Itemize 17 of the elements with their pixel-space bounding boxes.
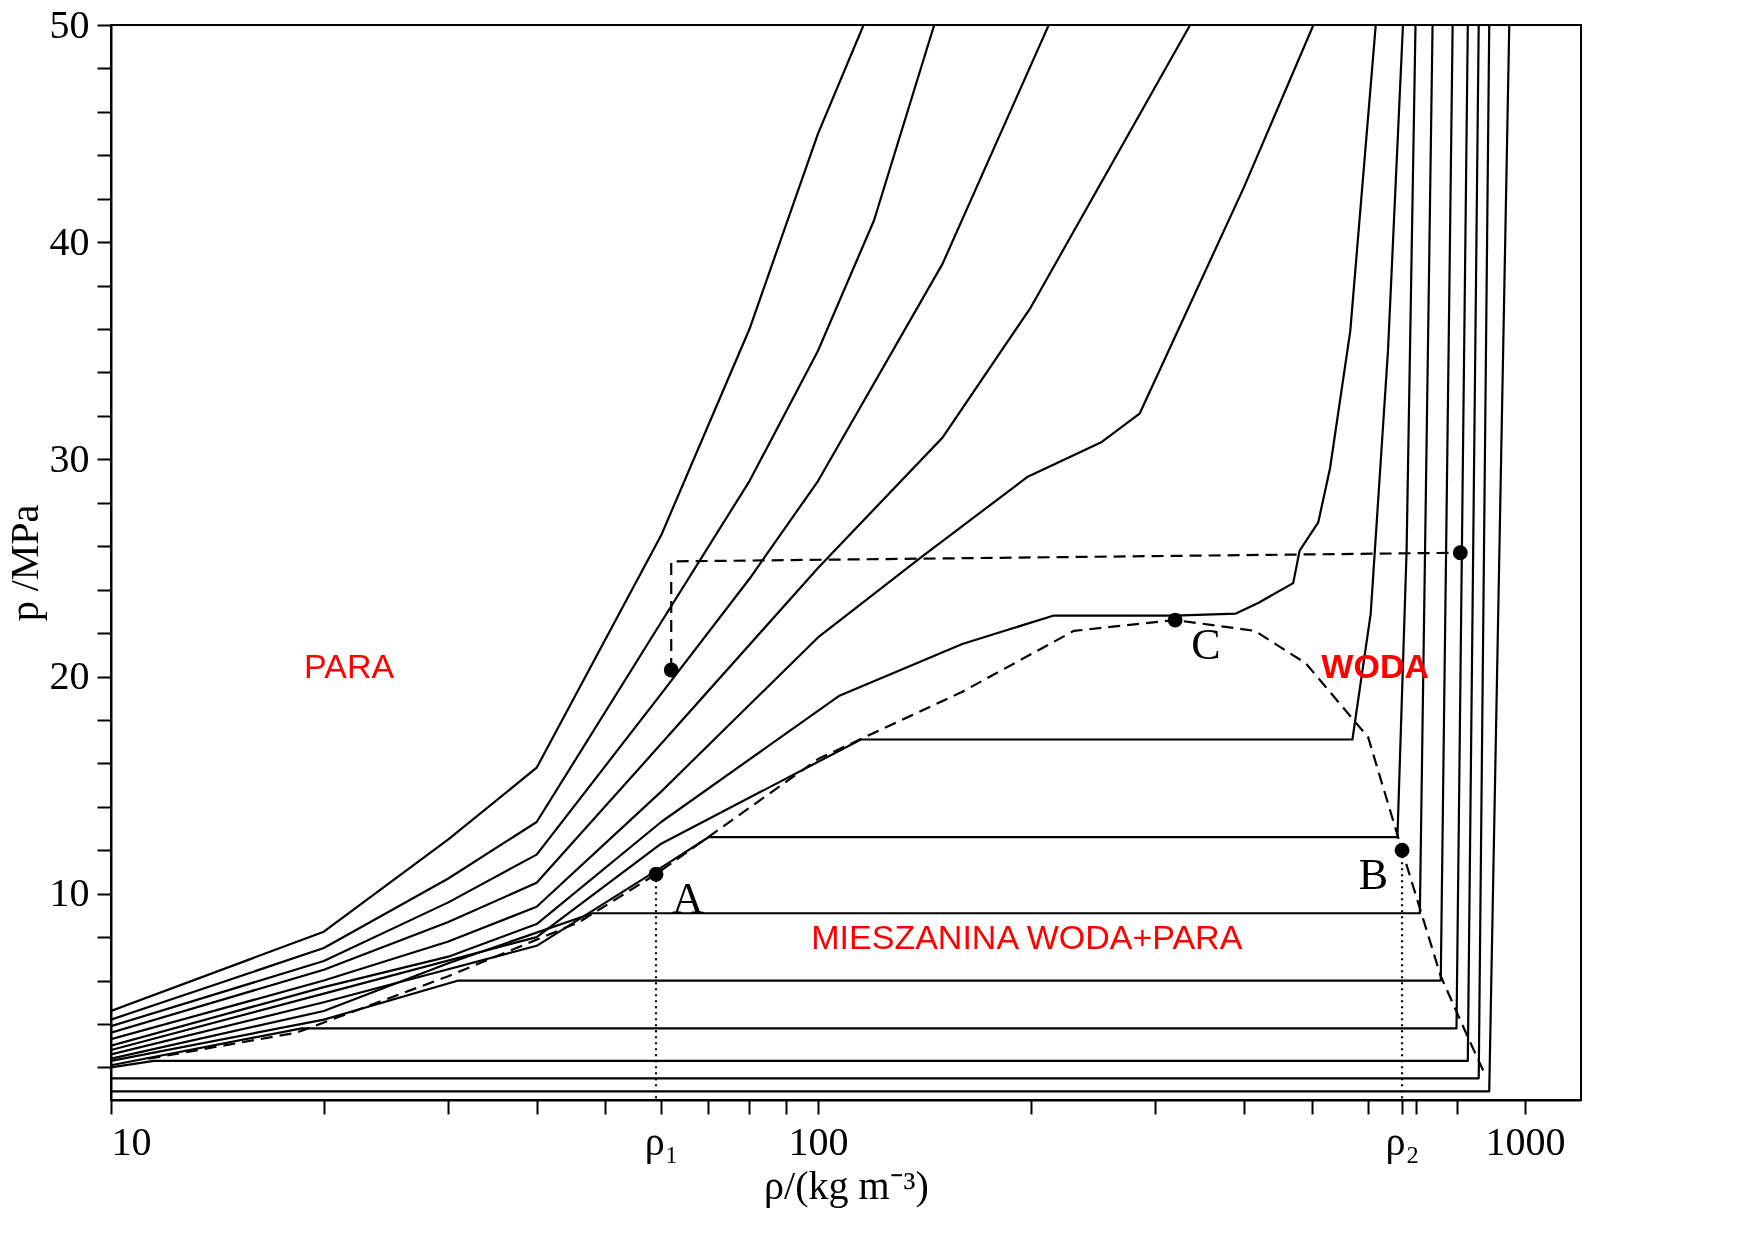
y-tick-label: 30 — [49, 435, 90, 481]
x-tick-label: ρ₁ — [644, 1118, 679, 1164]
x-axis-title: ρ/(kg m⁻³) — [764, 1162, 929, 1208]
x-tick-label: ρ₂ — [1385, 1118, 1420, 1164]
x-tick-label: 10 — [111, 1118, 152, 1164]
annotation: A — [672, 874, 704, 924]
x-tick-label: 1000 — [1485, 1118, 1566, 1164]
x-tick-label: 100 — [788, 1118, 849, 1164]
y-tick-label: 50 — [49, 1, 90, 47]
y-tick-label: 20 — [49, 653, 90, 699]
y-tick-label: 40 — [49, 218, 90, 264]
y-axis-title: p /MPa — [1, 504, 47, 622]
annotation: C — [1191, 620, 1221, 670]
annotation: B — [1358, 850, 1389, 900]
annotation: PARA — [304, 646, 395, 685]
y-tick-label: 10 — [49, 870, 90, 916]
annotation: MIESZANINA WODA+PARA — [811, 917, 1243, 956]
